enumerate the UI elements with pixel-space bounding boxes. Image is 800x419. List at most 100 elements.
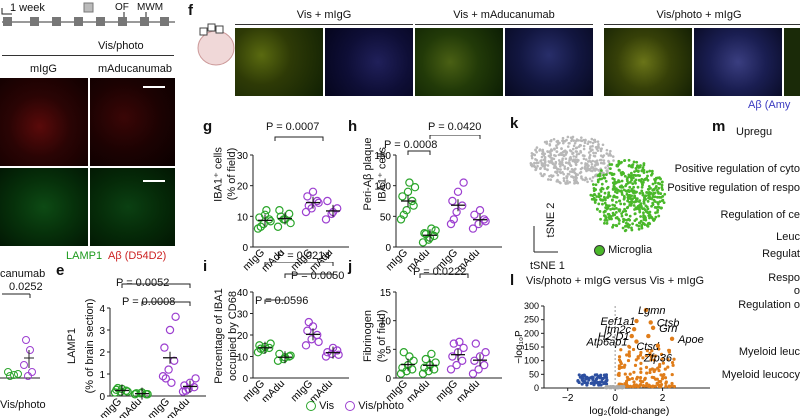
tsne-microglia-point <box>614 210 618 214</box>
tsne-point <box>598 158 602 162</box>
y-tick-label: 0 <box>385 374 391 385</box>
tsne-point <box>538 167 542 170</box>
tsne-point <box>564 157 568 161</box>
tsne-point <box>558 162 561 166</box>
tsne-point <box>582 147 586 151</box>
panel-i-p-top: P = 0.0214 <box>277 250 331 262</box>
panel-l-volcano: 0 50 100 150 200 250 300 −2 0 2 −log₁₀P log₂(fold-c… <box>514 301 710 417</box>
y-tick-label: 0 <box>534 383 539 393</box>
tsne-point <box>543 173 546 176</box>
tsne-microglia-point <box>628 214 632 218</box>
tsne-microglia-point <box>636 170 640 173</box>
panel-f-stain-caption: Aβ (Amy <box>748 99 791 111</box>
tsne-point <box>584 162 587 165</box>
micrograph-f4-partial <box>784 28 800 96</box>
tsne-point <box>541 149 544 153</box>
x-tick-label: −2 <box>562 393 574 404</box>
tsne-microglia-point <box>657 205 661 209</box>
tsne-microglia-point <box>599 217 602 221</box>
tsne-point <box>565 151 569 154</box>
data-point <box>323 196 332 206</box>
tsne-microglia-point <box>643 223 647 227</box>
volcano-up-point <box>638 383 642 388</box>
micrograph-f2-blue <box>505 28 593 96</box>
tsne-point <box>590 166 593 169</box>
tsne-point <box>583 138 587 142</box>
tsne-point <box>564 161 568 165</box>
tsne-point <box>586 180 589 184</box>
tsne-microglia-point <box>658 182 662 186</box>
y-tick-label: 40 <box>237 288 249 299</box>
tsne-microglia-point <box>635 160 639 164</box>
tsne-microglia-point <box>640 223 644 227</box>
data-point <box>171 312 180 322</box>
tsne-point <box>566 135 570 139</box>
volcano-up-point <box>666 365 670 369</box>
tsne-point <box>586 165 590 168</box>
tsne-microglia-point <box>611 198 614 202</box>
volcano-up-point <box>653 354 658 358</box>
go-term: Myeloid leucocy <box>721 369 800 381</box>
tsne-point <box>564 153 568 156</box>
tsne-microglia-point <box>660 206 663 210</box>
tsne-microglia-point <box>615 224 619 228</box>
panel-j-p: P = 0.0222 <box>413 266 467 278</box>
partial-group: Vis/photo <box>0 399 46 411</box>
volcano-up-point <box>641 384 645 388</box>
tsne-microglia-point <box>604 198 607 202</box>
stain-lamp1: LAMP1 <box>66 250 103 262</box>
tsne-point <box>562 141 565 145</box>
tsne-microglia-point <box>631 190 635 194</box>
tsne-point <box>589 140 592 144</box>
tsne-point <box>583 165 587 169</box>
significance-bracket <box>121 283 191 288</box>
tsne-point <box>588 177 592 181</box>
tsne-microglia-point <box>654 184 658 188</box>
tsne-microglia-point <box>630 194 634 198</box>
x-tick-label: mAdu <box>404 378 432 402</box>
tsne-point <box>591 176 595 179</box>
tsne-microglia-point <box>635 199 639 203</box>
tsne-microglia-point <box>614 190 617 194</box>
tsne-microglia-point <box>650 197 654 201</box>
volcano-up-point <box>657 347 661 351</box>
go-term: Regulation of ce <box>720 209 800 221</box>
y-tick-label: 1 <box>99 370 105 381</box>
volcano-up-point <box>645 349 649 353</box>
data-point <box>314 337 323 347</box>
tsne-microglia-point <box>601 198 605 202</box>
tsne-microglia-point <box>640 185 644 189</box>
tsne-point <box>602 159 606 162</box>
tsne-point <box>561 163 565 167</box>
tsne-microglia-point <box>642 171 646 175</box>
tsne-point <box>587 151 591 154</box>
tsne-microglia-point <box>642 178 646 182</box>
panel-m-header: Upregu <box>736 126 773 138</box>
volcano-up-point <box>658 379 663 384</box>
volcano-up-point <box>628 384 632 388</box>
volcano-up-point <box>638 353 643 357</box>
timeline-box <box>160 17 169 26</box>
tsne-microglia-point <box>628 185 632 189</box>
tsne-microglia-point <box>594 188 598 191</box>
tsne-microglia-point <box>589 193 593 197</box>
volcano-ns-point <box>612 385 615 388</box>
tsne-microglia-point <box>622 194 626 198</box>
volcano-gene-point <box>650 325 656 331</box>
tsne-point <box>568 157 572 161</box>
tsne-point <box>546 164 550 167</box>
tsne-microglia-point <box>660 180 664 184</box>
volcano-up-point <box>671 363 675 367</box>
partial-label: canumab <box>0 268 46 280</box>
volcano-down-point <box>599 373 603 377</box>
tsne-microglia-point <box>605 221 609 225</box>
volcano-up-point <box>670 384 674 388</box>
tsne-point <box>554 154 557 158</box>
tsne-microglia-point <box>603 176 607 180</box>
tsne-point <box>583 154 586 158</box>
tsne-microglia-point <box>647 196 650 200</box>
volcano-ns-point <box>608 384 612 388</box>
y-tick-label: 3 <box>99 326 105 337</box>
tsne-microglia-point <box>608 194 612 198</box>
volcano-up-point <box>641 356 645 360</box>
